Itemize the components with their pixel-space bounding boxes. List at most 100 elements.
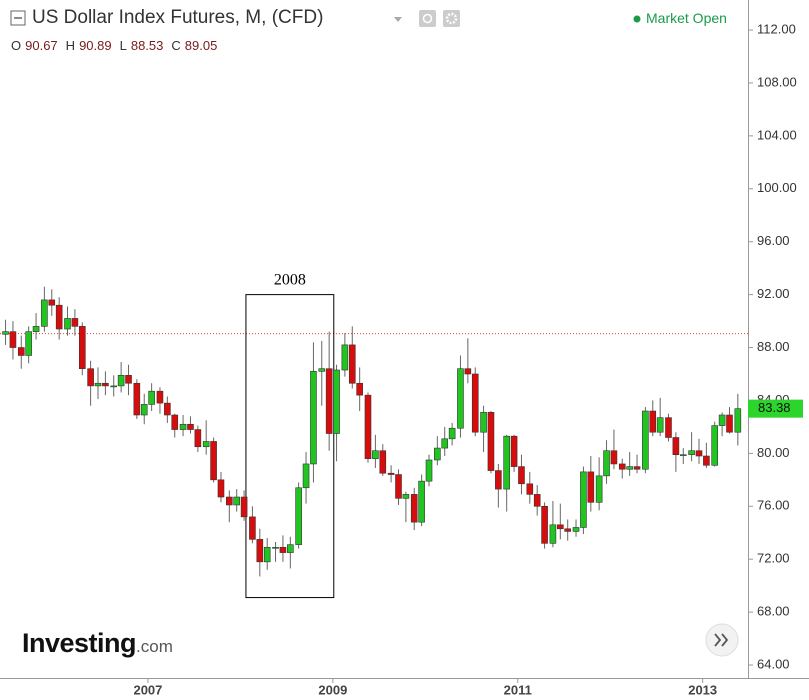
candle-body	[164, 402, 171, 416]
candle-body	[318, 368, 326, 372]
candle-body	[610, 450, 618, 465]
candle-body	[179, 423, 187, 430]
candle-body	[587, 471, 595, 503]
candle-body	[148, 390, 155, 405]
annotation-box	[245, 294, 335, 599]
candle-body	[672, 437, 680, 455]
y-tick-label: 72.00	[757, 551, 790, 566]
brand-name: Investing	[22, 628, 137, 658]
candle-body	[125, 375, 132, 384]
y-tick-label: 68.00	[757, 604, 790, 619]
candle-body	[603, 450, 610, 477]
ohlc-value: 89.05	[184, 38, 218, 53]
scroll-button[interactable]	[705, 623, 739, 657]
x-tick-label: 2013	[688, 682, 717, 697]
last-price-label: 83.38	[758, 400, 791, 415]
candle-body	[279, 546, 287, 553]
candle-body	[78, 326, 86, 369]
candle-body	[434, 447, 441, 461]
candle-body	[94, 382, 102, 387]
candle-body	[194, 429, 202, 448]
candle-body	[110, 385, 118, 388]
y-tick-label: 88.00	[757, 339, 790, 354]
candle-body	[480, 412, 487, 433]
brand-logo: Investing.com	[22, 628, 173, 659]
y-tick-label: 92.00	[757, 286, 790, 301]
y-tick-label: 76.00	[757, 498, 790, 513]
candle-body	[87, 368, 94, 387]
candle-body	[17, 347, 25, 356]
candle-body	[487, 412, 495, 471]
candle-body	[495, 470, 502, 490]
candle-body	[688, 450, 695, 455]
ohlc-legend: O 90.67 H 90.89 L 88.53 C 89.05	[11, 38, 225, 53]
annotation-label: 2008	[274, 271, 306, 288]
candle-body	[295, 487, 302, 545]
eye-icon-pupil	[422, 13, 433, 24]
ohlc-key: L	[119, 38, 127, 53]
candle-body	[549, 524, 557, 544]
y-tick-label: 104.00	[757, 127, 797, 142]
candle-body	[387, 472, 395, 475]
dropdown-caret[interactable]	[394, 17, 402, 22]
candle-body	[448, 427, 456, 440]
candle-body	[287, 544, 294, 553]
candle-body	[156, 390, 164, 404]
candle-body	[572, 527, 580, 532]
candle-body	[25, 331, 32, 356]
candle-body	[464, 368, 472, 375]
ohlc-value: 90.67	[25, 38, 58, 53]
ohlc-key: C	[171, 38, 181, 53]
candle-body	[302, 463, 310, 489]
candle-body	[518, 466, 525, 485]
candle-body	[64, 318, 71, 330]
candle-body	[618, 463, 626, 470]
candle-body	[364, 394, 372, 459]
y-tick-label: 64.00	[757, 656, 790, 671]
candle-body	[217, 479, 225, 498]
candle-body	[310, 371, 317, 465]
candle-body	[249, 516, 256, 540]
candle-body	[32, 326, 40, 332]
y-tick-label: 108.00	[757, 74, 797, 89]
candle-body	[272, 546, 279, 549]
candle-body	[325, 368, 333, 434]
candle-body	[171, 414, 179, 430]
candle-body	[348, 344, 356, 384]
candle-body	[734, 408, 742, 433]
candle-body	[140, 404, 148, 416]
y-tick-label: 96.00	[757, 233, 790, 248]
candle-body	[418, 480, 425, 523]
candle-body	[356, 382, 363, 396]
candle-body	[580, 471, 587, 528]
settings-icon-gear	[445, 12, 458, 25]
settings-icon[interactable]	[443, 10, 460, 27]
candle-body	[71, 318, 79, 327]
candle-body	[718, 414, 726, 426]
candle-body	[533, 494, 541, 507]
candle-body	[341, 344, 349, 371]
candle-body	[649, 410, 657, 433]
candle-body	[679, 454, 687, 456]
candle-body	[55, 304, 63, 330]
candle-body	[402, 494, 410, 499]
candle-body	[503, 435, 510, 490]
candle-body	[726, 414, 733, 433]
y-tick-label: 100.00	[757, 180, 797, 195]
candle-body	[379, 450, 387, 474]
candle-body	[703, 455, 710, 466]
candle-body	[425, 459, 433, 482]
candle-body	[256, 539, 264, 563]
candle-body	[395, 474, 402, 499]
eye-icon[interactable]	[419, 10, 436, 27]
candle-body	[372, 450, 379, 459]
candle-body	[410, 494, 418, 523]
scroll-button-icon	[714, 633, 729, 647]
candle-body	[695, 450, 703, 457]
candle-body	[226, 496, 233, 506]
ohlc-value: 90.89	[79, 38, 112, 53]
candle-body	[656, 417, 664, 433]
collapse-icon[interactable]	[10, 10, 26, 26]
